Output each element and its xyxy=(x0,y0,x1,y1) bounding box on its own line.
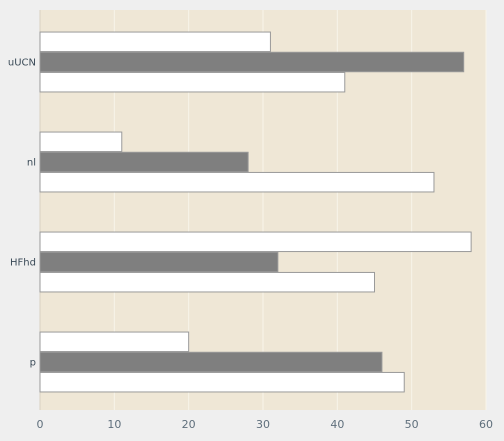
bar xyxy=(39,331,190,353)
x-tick-label: 50 xyxy=(405,418,419,431)
y-tick-label: nl xyxy=(27,158,36,169)
x-tick-label: 10 xyxy=(107,418,121,431)
x-tick-label: 30 xyxy=(256,418,270,431)
bar xyxy=(39,131,123,153)
x-tick-label: 20 xyxy=(182,418,196,431)
y-tick-label: uUCN xyxy=(8,58,36,69)
x-axis-labels: 0 10 20 30 40 50 60 xyxy=(37,418,494,431)
bar xyxy=(39,231,472,253)
bar xyxy=(39,51,465,73)
y-axis-labels: uUCN nl HFhd p xyxy=(8,58,36,369)
bars xyxy=(39,31,472,393)
bar xyxy=(39,271,375,293)
bar xyxy=(39,251,279,273)
x-tick-label: 0 xyxy=(37,418,44,431)
bar xyxy=(39,371,405,393)
y-tick-label: p xyxy=(30,358,36,369)
bar xyxy=(39,71,346,93)
y-tick-label: HFhd xyxy=(10,258,36,269)
bar xyxy=(39,351,383,373)
bar xyxy=(39,31,271,53)
x-tick-label: 40 xyxy=(330,418,344,431)
x-tick-label: 60 xyxy=(479,418,493,431)
bar xyxy=(39,171,435,193)
bar xyxy=(39,151,249,173)
